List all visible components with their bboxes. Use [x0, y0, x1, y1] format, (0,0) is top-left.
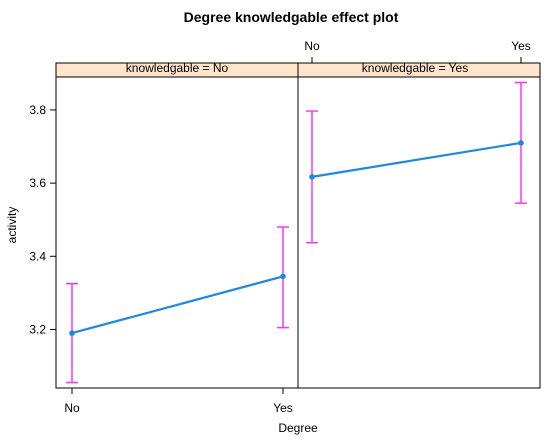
x-axis-label: Degree: [278, 421, 318, 435]
y-tick-label: 3.8: [29, 103, 46, 117]
y-axis-label: activity: [5, 207, 19, 244]
bottom-x-tick-label-yes: Yes: [273, 401, 293, 415]
data-point-1-1: [518, 140, 524, 146]
series-line-0: [71, 275, 284, 335]
top-x-tick-label-yes: Yes: [511, 39, 531, 53]
bottom-x-tick-label-no: No: [64, 401, 80, 415]
data-point-0-0: [69, 330, 75, 336]
y-tick-label: 3.2: [29, 322, 46, 336]
data-point-1-0: [309, 174, 315, 180]
y-tick-label: 3.6: [29, 176, 46, 190]
series-line-1: [311, 141, 522, 178]
chart-title: Degree knowledgable effect plot: [184, 9, 399, 25]
strip-label-yes: knowledgable = Yes: [362, 61, 468, 75]
strip-label-no: knowledgable = No: [126, 61, 229, 75]
panel-frame-0: [55, 62, 299, 389]
y-tick-label: 3.4: [29, 249, 46, 263]
data-point-0-1: [280, 273, 286, 280]
top-x-tick-label-no: No: [304, 39, 320, 53]
panel-frame-1: [297, 62, 541, 389]
